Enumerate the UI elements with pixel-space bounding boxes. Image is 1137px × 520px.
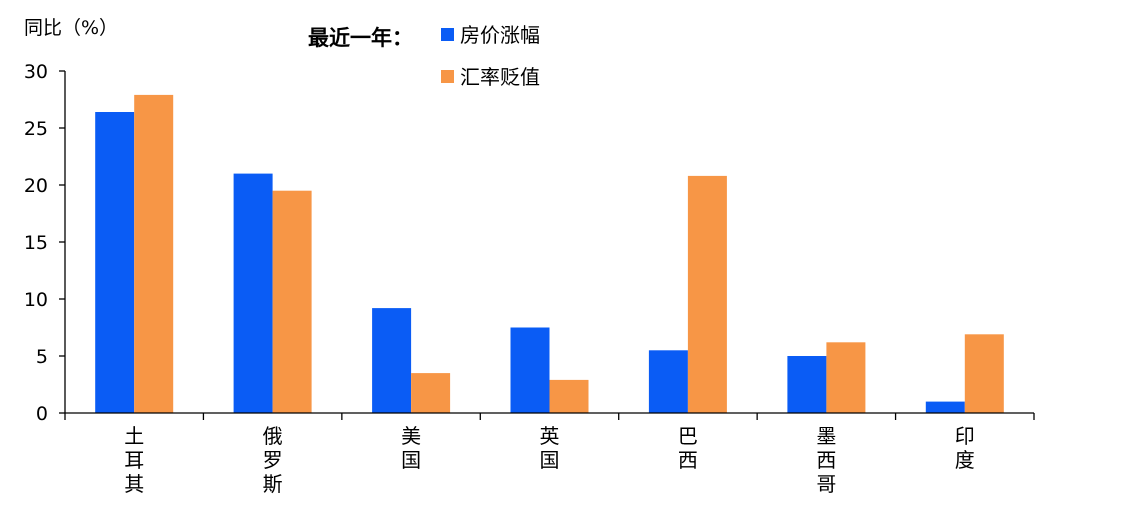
bar-house-price-5 (787, 356, 827, 413)
legend-label-1: 汇率贬值 (460, 65, 540, 89)
bar-house-price-2 (372, 308, 412, 413)
legend-title: 最近一年： (308, 26, 413, 50)
bar-house-price-0 (95, 112, 135, 413)
bars-group (95, 94, 1004, 414)
y-tick-label: 0 (36, 403, 48, 425)
bar-house-price-6 (925, 401, 965, 413)
bar-fx-depreciation-2 (411, 373, 451, 413)
x-axis: 土耳其 俄罗斯 美国 英国 巴西 墨西哥 印度 (64, 412, 1035, 496)
y-tick-label: 15 (24, 232, 48, 254)
x-tick-label: 俄罗斯 (263, 424, 283, 496)
x-tick-label: 英国 (540, 424, 560, 472)
legend-swatch-1 (441, 70, 454, 83)
bar-fx-depreciation-0 (134, 94, 174, 414)
bar-fx-depreciation-5 (826, 342, 866, 413)
y-tick-label: 30 (24, 61, 48, 83)
bar-fx-depreciation-4 (687, 175, 727, 413)
x-tick-label: 美国 (401, 424, 421, 472)
bar-fx-depreciation-6 (964, 334, 1004, 413)
legend-label-0: 房价涨幅 (460, 23, 540, 47)
x-tick-label: 土耳其 (124, 424, 144, 496)
y-tick-label: 5 (36, 346, 48, 368)
x-tick-label: 巴西 (678, 424, 698, 472)
bar-house-price-1 (233, 173, 273, 413)
y-tick-label: 20 (24, 175, 48, 197)
y-axis: 0 5 10 15 20 25 30 (24, 61, 66, 425)
bar-fx-depreciation-3 (549, 379, 589, 413)
y-axis-label: 同比（%） (24, 17, 118, 39)
bar-fx-depreciation-1 (272, 190, 312, 413)
x-tick-label: 印度 (955, 424, 975, 472)
bar-house-price-3 (510, 327, 550, 413)
legend-swatch-0 (441, 28, 454, 41)
y-tick-label: 10 (24, 289, 48, 311)
y-tick-label: 25 (24, 118, 48, 140)
x-tick-label: 墨西哥 (816, 424, 836, 496)
bar-house-price-4 (648, 350, 688, 413)
